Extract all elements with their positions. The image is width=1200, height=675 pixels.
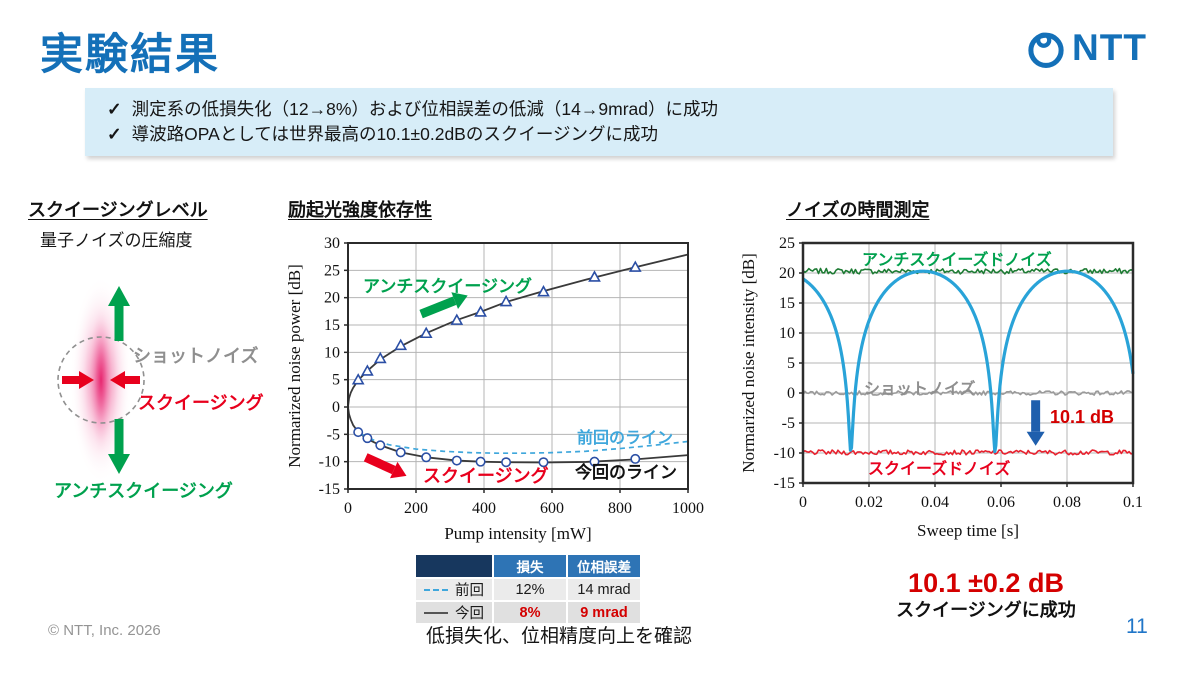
svg-text:400: 400 (472, 500, 496, 517)
svg-text:-10: -10 (774, 445, 795, 462)
middle-panel-heading: 励起光強度依存性 (288, 200, 432, 220)
svg-text:25: 25 (324, 262, 340, 279)
previous-loss-value: 12% (494, 579, 566, 600)
chart-squeezing-label: スクイージング (423, 466, 549, 486)
svg-text:10: 10 (779, 325, 795, 342)
anti-squeezed-noise-label: アンチスクイーズドノイズ (862, 252, 1052, 269)
shot-noise-label: ショットノイズ (133, 346, 259, 366)
current-line-label: 今回のライン (575, 463, 677, 482)
current-loss-value: 8% (494, 602, 566, 623)
svg-text:Pump intensity [mW]: Pump intensity [mW] (444, 524, 591, 543)
ntt-loop-icon (1028, 32, 1064, 68)
comparison-table: 損失 位相誤差 前回 12% 14 mrad 今回 8% 9 mrad (414, 553, 642, 625)
svg-text:5: 5 (787, 355, 795, 372)
previous-phase-value: 14 mrad (568, 579, 640, 600)
svg-text:-5: -5 (782, 415, 795, 432)
squeezing-label: スクイージング (138, 393, 264, 413)
summary-bullet-text: 導波路OPAとしては世界最高の10.1±0.2dBのスクイージングに成功 (131, 124, 658, 144)
shot-noise-line-label: ショットノイズ (864, 381, 976, 398)
svg-text:25: 25 (779, 235, 795, 252)
left-panel-subheading: 量子ノイズの圧縮度 (40, 231, 193, 250)
summary-bullet-text: 測定系の低損失化（12→8%）および位相誤差の低減（14→9mrad）に成功 (131, 99, 718, 119)
svg-text:0: 0 (344, 500, 352, 517)
anti-squeezing-up-arrow (108, 286, 130, 341)
shot-noise-circle (57, 336, 145, 424)
table-corner-cell (416, 555, 492, 577)
anti-squeezing-down-arrow (108, 419, 130, 474)
summary-bullet: ✓ 導波路OPAとしては世界最高の10.1±0.2dBのスクイージングに成功 (107, 122, 1113, 147)
svg-text:15: 15 (324, 317, 340, 334)
right-panel-heading: ノイズの時間測定 (786, 200, 930, 220)
ntt-logo: NTT (1024, 26, 1147, 70)
squeezing-right-arrow (110, 371, 140, 389)
page-title: 実験結果 (40, 31, 220, 79)
svg-text:30: 30 (324, 235, 340, 252)
table-row-current: 今回 8% 9 mrad (416, 602, 640, 623)
svg-text:Sweep time [s]: Sweep time [s] (917, 521, 1019, 540)
svg-text:0: 0 (787, 385, 795, 402)
svg-text:600: 600 (540, 500, 564, 517)
copyright: © NTT, Inc. 2026 (48, 622, 161, 639)
left-panel-heading: スクイージングレベル (28, 200, 208, 220)
svg-text:0.02: 0.02 (855, 494, 883, 511)
squeezing-left-arrow (62, 371, 94, 389)
previous-line-sample-icon (424, 588, 448, 591)
svg-text:0: 0 (332, 399, 340, 416)
table-row-previous: 前回 12% 14 mrad (416, 579, 640, 600)
svg-text:Normarized noise power [dB]: Normarized noise power [dB] (286, 264, 304, 467)
svg-text:5: 5 (332, 372, 340, 389)
svg-text:-15: -15 (319, 481, 340, 498)
svg-text:0.04: 0.04 (921, 494, 949, 511)
page-number: 11 (1126, 615, 1148, 638)
chart-anti-squeezing-label: アンチスクイージング (363, 277, 532, 296)
svg-text:10: 10 (324, 344, 340, 361)
svg-text:0.06: 0.06 (987, 494, 1015, 511)
result-value: 10.1 ±0.2 dB (908, 568, 1064, 598)
svg-text:0.1: 0.1 (1123, 494, 1143, 511)
summary-box: ✓ 測定系の低損失化（12→8%）および位相誤差の低減（14→9mrad）に成功 … (85, 88, 1113, 156)
squeezed-noise-label: スクイーズドノイズ (868, 461, 1011, 478)
svg-text:0: 0 (799, 494, 807, 511)
check-icon: ✓ (107, 124, 122, 144)
svg-text:-15: -15 (774, 475, 795, 492)
svg-text:20: 20 (779, 265, 795, 282)
drop-value-label: 10.1 dB (1050, 407, 1115, 427)
svg-text:-5: -5 (327, 426, 340, 443)
table-header-row: 損失 位相誤差 (416, 555, 640, 577)
table-header-phase: 位相誤差 (568, 555, 640, 577)
svg-text:-10: -10 (319, 454, 340, 471)
current-phase-value: 9 mrad (568, 602, 640, 623)
svg-text:Normarized noise intensity [dB: Normarized noise intensity [dB] (740, 253, 758, 473)
previous-line-label: 前回のライン (577, 430, 674, 447)
svg-text:15: 15 (779, 295, 795, 312)
pump-intensity-chart: 0 200 400 600 800 1000 -15 -10 -5 0 5 10 15 20 25 30 Pum… (286, 235, 704, 543)
row-label: 今回 (455, 606, 484, 622)
anti-squeezing-label: アンチスクイージング (54, 481, 233, 501)
svg-text:200: 200 (404, 500, 428, 517)
svg-text:800: 800 (608, 500, 632, 517)
noise-time-chart: 0 0.02 0.04 0.06 0.08 0.1 -15 -10 -5 0 5 10 15 20 25 Sw… (740, 235, 1143, 540)
table-caption: 低損失化、位相精度向上を確認 (425, 626, 692, 647)
row-label: 前回 (455, 583, 484, 599)
ntt-logo-text: NTT (1072, 27, 1147, 68)
svg-text:20: 20 (324, 290, 340, 307)
squeezing-diagram (57, 276, 145, 484)
current-line-sample-icon (424, 611, 448, 614)
svg-text:1000: 1000 (672, 500, 704, 517)
svg-text:0.08: 0.08 (1053, 494, 1081, 511)
result-caption: スクイージングに成功 (896, 600, 1076, 620)
result-block: 10.1 ±0.2 dB スクイージングに成功 (888, 567, 1084, 621)
check-icon: ✓ (107, 99, 122, 119)
table-header-loss: 損失 (494, 555, 566, 577)
summary-bullet: ✓ 測定系の低損失化（12→8%）および位相誤差の低減（14→9mrad）に成功 (107, 97, 1113, 122)
